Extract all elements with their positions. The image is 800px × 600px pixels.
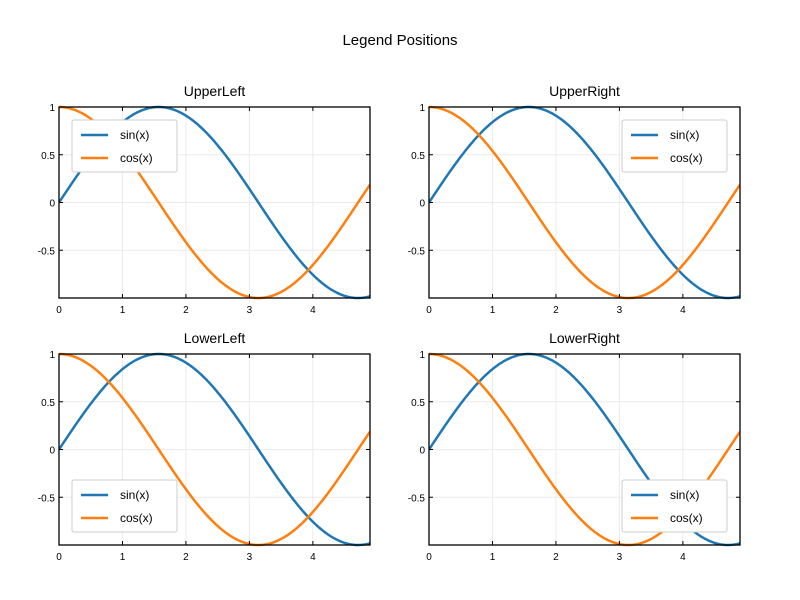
legend-label: cos(x) bbox=[120, 511, 153, 525]
y-tick-label: -0.5 bbox=[408, 246, 426, 257]
x-tick-label: 1 bbox=[120, 305, 126, 316]
legend-label: cos(x) bbox=[120, 151, 153, 165]
legend: sin(x) cos(x) bbox=[621, 479, 728, 533]
x-tick-label: 4 bbox=[680, 552, 686, 563]
y-tick-label: 0.5 bbox=[41, 398, 55, 409]
y-tick-label: 0 bbox=[49, 199, 55, 210]
x-tick-label: 3 bbox=[617, 552, 623, 563]
series-line-cosx bbox=[429, 105, 740, 300]
subplot-lowerright: LowerRight 0 1 2 3 4 -0.5 0 0.5 1 sin(x) cos(x) bbox=[408, 330, 741, 563]
x-tick-label: 2 bbox=[183, 552, 189, 563]
x-tick-label: 4 bbox=[680, 305, 686, 316]
subplot-title: LowerRight bbox=[549, 330, 620, 346]
legend: sin(x) cos(x) bbox=[621, 119, 728, 173]
x-tick-label: 0 bbox=[426, 305, 432, 316]
subplot-title: LowerLeft bbox=[184, 330, 246, 346]
x-tick-label: 2 bbox=[553, 552, 559, 563]
x-tick-label: 2 bbox=[553, 305, 559, 316]
legend: sin(x) cos(x) bbox=[71, 119, 178, 173]
y-tick-label: 1 bbox=[419, 103, 425, 114]
x-tick-label: 1 bbox=[120, 552, 126, 563]
x-tick-label: 3 bbox=[247, 305, 253, 316]
y-tick-label: -0.5 bbox=[38, 246, 56, 257]
x-tick-label: 3 bbox=[617, 305, 623, 316]
series-line-cosx bbox=[59, 352, 370, 547]
legend-label: sin(x) bbox=[120, 128, 149, 142]
x-tick-label: 3 bbox=[247, 552, 253, 563]
x-tick-label: 1 bbox=[490, 305, 496, 316]
subplot-title: UpperRight bbox=[549, 83, 620, 99]
series-line-sinx bbox=[429, 105, 740, 300]
y-tick-label: 0.5 bbox=[411, 398, 425, 409]
legend-label: cos(x) bbox=[670, 511, 703, 525]
x-tick-label: 0 bbox=[56, 305, 62, 316]
figure-title: Legend Positions bbox=[342, 32, 457, 49]
y-tick-label: 0 bbox=[419, 199, 425, 210]
y-tick-label: 0.5 bbox=[411, 151, 425, 162]
subplot-title: UpperLeft bbox=[184, 83, 246, 99]
legend-label: sin(x) bbox=[670, 128, 699, 142]
x-tick-label: 2 bbox=[183, 305, 189, 316]
y-tick-label: 1 bbox=[49, 103, 55, 114]
x-tick-label: 1 bbox=[490, 552, 496, 563]
y-tick-label: -0.5 bbox=[38, 493, 56, 504]
y-tick-label: 1 bbox=[419, 350, 425, 361]
legend-label: sin(x) bbox=[120, 488, 149, 502]
subplot-upperleft: UpperLeft 0 1 2 3 4 -0.5 0 0.5 1 sin(x) cos(x) bbox=[38, 83, 371, 316]
x-tick-label: 0 bbox=[426, 552, 432, 563]
x-tick-label: 0 bbox=[56, 552, 62, 563]
y-tick-label: 0 bbox=[49, 446, 55, 457]
subplot-lowerleft: LowerLeft 0 1 2 3 4 -0.5 0 0.5 1 sin(x) cos(x) bbox=[38, 330, 371, 563]
y-tick-label: 0 bbox=[419, 446, 425, 457]
x-tick-label: 4 bbox=[310, 552, 316, 563]
x-tick-label: 4 bbox=[310, 305, 316, 316]
y-tick-label: 0.5 bbox=[41, 151, 55, 162]
legend-label: cos(x) bbox=[670, 151, 703, 165]
y-tick-label: 1 bbox=[49, 350, 55, 361]
legend-label: sin(x) bbox=[670, 488, 699, 502]
series-line-sinx bbox=[59, 352, 370, 547]
legend: sin(x) cos(x) bbox=[71, 479, 178, 533]
subplot-upperright: UpperRight 0 1 2 3 4 -0.5 0 0.5 1 sin(x) cos(x) bbox=[408, 83, 741, 316]
y-tick-label: -0.5 bbox=[408, 493, 426, 504]
